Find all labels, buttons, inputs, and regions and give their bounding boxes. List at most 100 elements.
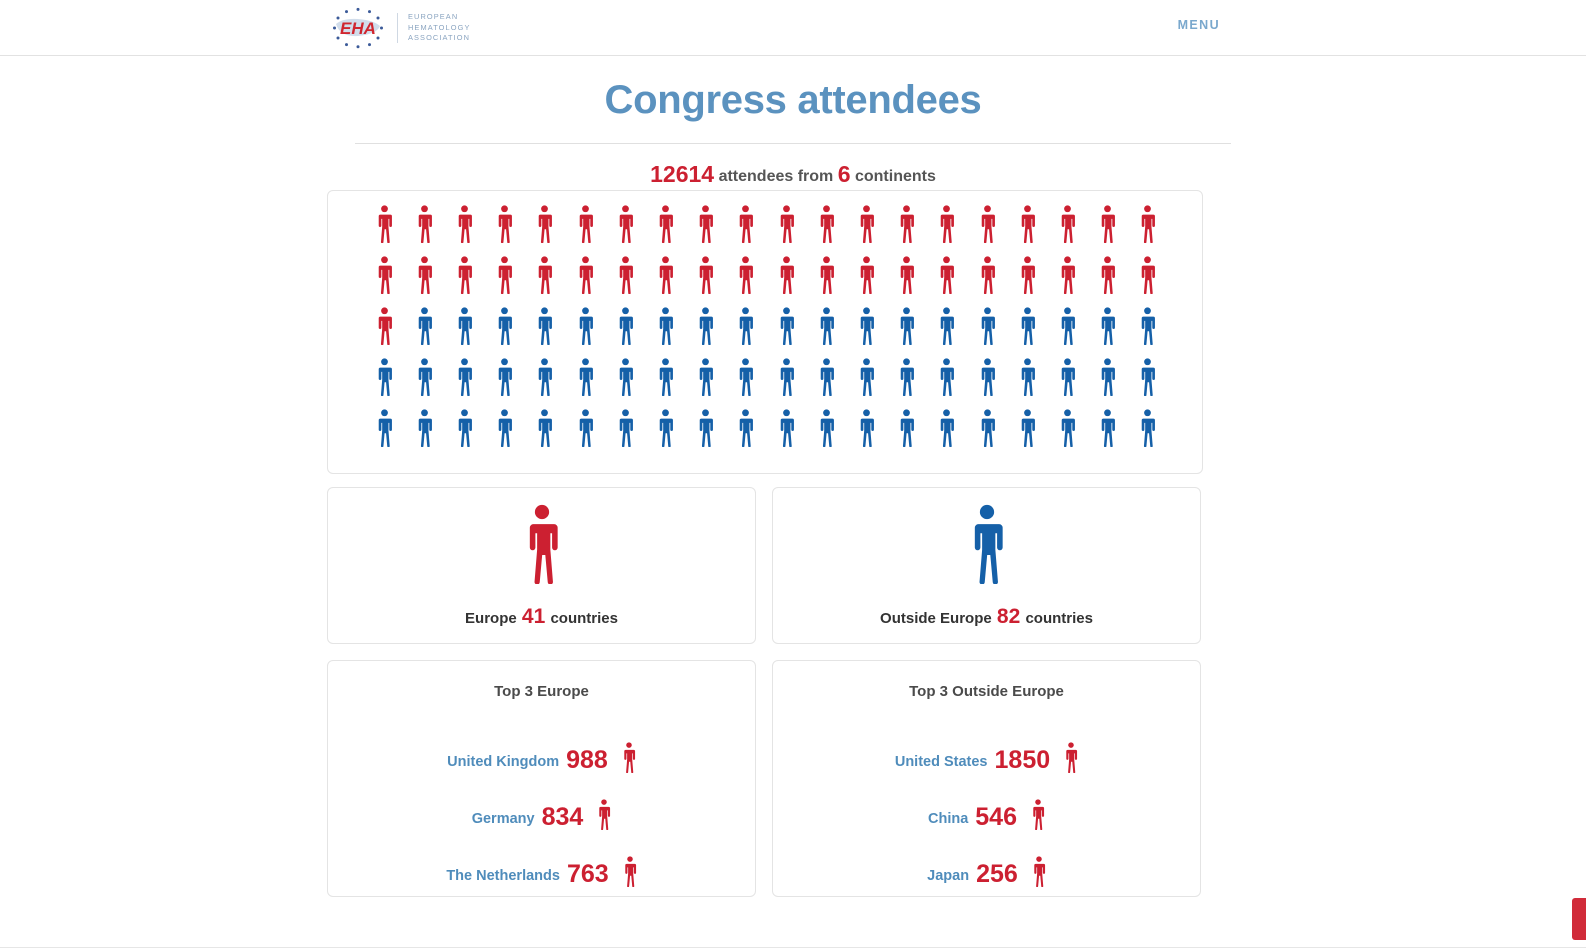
top3-figure-slot bbox=[1064, 742, 1078, 773]
person-icon bbox=[496, 358, 513, 396]
summary-line: 12614 attendees from 6 continents bbox=[0, 161, 1586, 188]
attendees-count: 12614 bbox=[650, 161, 715, 187]
person-icon bbox=[456, 205, 473, 243]
top3-outside-europe-list: United States 1850 China 546 Japan 256 bbox=[773, 716, 1200, 887]
top3-figure-slot bbox=[1032, 856, 1046, 887]
top3-country-value: 763 bbox=[566, 860, 609, 888]
europe-label: Europe bbox=[465, 610, 517, 627]
person-icon bbox=[1139, 256, 1156, 294]
top3-country-value: 1850 bbox=[994, 746, 1051, 774]
top3-outside-europe-card: Top 3 Outside Europe United States 1850 Ch… bbox=[772, 660, 1201, 897]
top3-figure-slot bbox=[622, 742, 636, 773]
eha-logo[interactable]: EHA EUROPEAN HEMATOLOGY ASSOCIATION bbox=[327, 5, 470, 51]
person-icon bbox=[858, 256, 875, 294]
top3-europe-list: United Kingdom 988 Germany 834 The Netherlan… bbox=[328, 716, 755, 887]
person-icon bbox=[416, 307, 433, 345]
person-icon bbox=[1139, 307, 1156, 345]
person-icon bbox=[617, 409, 634, 447]
person-icon bbox=[969, 504, 1005, 584]
person-icon bbox=[376, 256, 393, 294]
person-icon bbox=[577, 205, 594, 243]
person-icon bbox=[818, 409, 835, 447]
person-icon bbox=[818, 358, 835, 396]
person-icon bbox=[617, 256, 634, 294]
top3-row: United States 1850 bbox=[773, 716, 1200, 773]
europe-country-count: 41 bbox=[521, 605, 546, 628]
outside-europe-unit: countries bbox=[1025, 610, 1093, 627]
person-icon bbox=[597, 799, 611, 830]
person-icon bbox=[496, 256, 513, 294]
person-icon bbox=[979, 358, 996, 396]
top3-country-value: 834 bbox=[541, 803, 584, 831]
person-icon bbox=[778, 307, 795, 345]
top3-country-name: Germany bbox=[471, 811, 535, 827]
person-icon bbox=[416, 205, 433, 243]
person-icon bbox=[898, 205, 915, 243]
person-icon bbox=[737, 256, 754, 294]
person-icon bbox=[416, 256, 433, 294]
top3-outside-europe-title: Top 3 Outside Europe bbox=[909, 683, 1064, 700]
person-icon bbox=[657, 409, 674, 447]
person-icon bbox=[858, 409, 875, 447]
outside-europe-label: Outside Europe bbox=[880, 610, 992, 627]
person-icon bbox=[617, 205, 634, 243]
person-icon bbox=[818, 256, 835, 294]
logo-subtitle: EUROPEAN HEMATOLOGY ASSOCIATION bbox=[408, 12, 471, 43]
person-icon bbox=[1032, 856, 1046, 887]
page-title: Congress attendees bbox=[604, 78, 982, 122]
person-icon bbox=[898, 358, 915, 396]
person-icon bbox=[416, 409, 433, 447]
person-icon bbox=[657, 256, 674, 294]
person-icon bbox=[778, 205, 795, 243]
person-icon bbox=[657, 358, 674, 396]
outside-europe-countries-card: Outside Europe 82 countries bbox=[772, 487, 1201, 644]
top3-country-name: The Netherlands bbox=[446, 868, 560, 884]
summary-middle-text: attendees from bbox=[718, 168, 834, 185]
person-icon bbox=[1099, 205, 1116, 243]
person-icon bbox=[1099, 307, 1116, 345]
person-icon bbox=[979, 256, 996, 294]
person-icon bbox=[1059, 256, 1076, 294]
feedback-tab[interactable] bbox=[1572, 898, 1586, 940]
menu-button[interactable]: MENU bbox=[1177, 18, 1220, 32]
person-icon bbox=[697, 256, 714, 294]
eha-logo-icon: EHA bbox=[327, 6, 389, 50]
person-icon bbox=[737, 358, 754, 396]
person-icon bbox=[416, 358, 433, 396]
person-icon bbox=[1019, 256, 1036, 294]
person-icon bbox=[376, 307, 393, 345]
top3-country-name: Japan bbox=[927, 868, 970, 884]
top3-row: Japan 256 bbox=[773, 830, 1200, 887]
person-icon bbox=[536, 358, 553, 396]
person-icon bbox=[376, 205, 393, 243]
person-icon bbox=[657, 205, 674, 243]
person-icon bbox=[1099, 358, 1116, 396]
person-icon bbox=[1099, 256, 1116, 294]
person-icon bbox=[577, 358, 594, 396]
person-icon bbox=[898, 307, 915, 345]
top3-country-name: United Kingdom bbox=[447, 754, 560, 770]
top3-europe-title: Top 3 Europe bbox=[494, 683, 589, 700]
person-icon bbox=[496, 409, 513, 447]
outside-europe-caption: Outside Europe 82 countries bbox=[773, 605, 1200, 629]
person-icon bbox=[898, 256, 915, 294]
person-icon bbox=[697, 358, 714, 396]
person-icon bbox=[657, 307, 674, 345]
person-icon bbox=[577, 409, 594, 447]
person-icon bbox=[1019, 409, 1036, 447]
top3-europe-card: Top 3 Europe United Kingdom 988 Germany 834… bbox=[327, 660, 756, 897]
person-icon bbox=[1059, 358, 1076, 396]
person-icon bbox=[536, 409, 553, 447]
top3-figure-slot bbox=[1031, 799, 1045, 830]
person-icon bbox=[376, 358, 393, 396]
outside-europe-figure-wrap bbox=[773, 488, 1200, 584]
person-icon bbox=[1064, 742, 1078, 773]
person-icon bbox=[623, 856, 637, 887]
person-icon bbox=[1019, 307, 1036, 345]
person-icon bbox=[737, 205, 754, 243]
person-icon bbox=[577, 307, 594, 345]
person-icon bbox=[818, 205, 835, 243]
person-icon bbox=[938, 256, 955, 294]
top3-country-value: 546 bbox=[975, 803, 1017, 831]
